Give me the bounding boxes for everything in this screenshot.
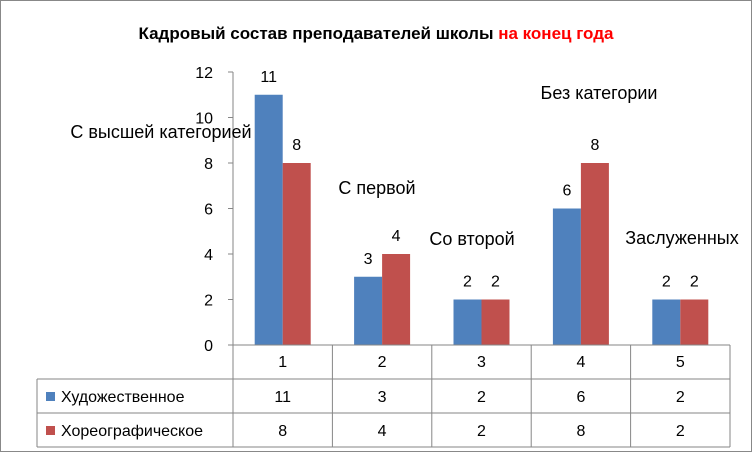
- x-tick-label: 2: [378, 354, 387, 371]
- bar-2-4: [580, 163, 609, 345]
- table-cell: 4: [378, 423, 387, 440]
- y-tick-label: 6: [204, 202, 213, 219]
- bar-2-1: [282, 163, 311, 345]
- data-label: 2: [491, 274, 500, 291]
- data-label: 2: [662, 274, 671, 291]
- bar-1-1: [254, 94, 283, 345]
- table-cell: 6: [576, 389, 585, 406]
- table-cell: 3: [378, 389, 387, 406]
- data-label: 4: [392, 228, 401, 245]
- table-cell: 8: [576, 423, 585, 440]
- table-cell: 8: [278, 423, 287, 440]
- bar-1-2: [354, 276, 383, 345]
- data-label: 3: [364, 251, 373, 268]
- y-tick-label: 8: [204, 156, 213, 173]
- x-tick-label: 5: [676, 354, 685, 371]
- annotations: С высшей категорией С первой Со второй Без …: [70, 83, 738, 249]
- data-table: 1 2 3 4 5 Художественное 11 3 2 6 2 Хореографическо…: [36, 344, 731, 448]
- annotation-label: Без категории: [541, 83, 658, 103]
- table-cell: 11: [274, 389, 291, 406]
- data-label: 2: [463, 274, 472, 291]
- annotation-label: Со второй: [429, 229, 514, 249]
- bar-1-3: [453, 299, 482, 345]
- table-cell: 2: [676, 389, 685, 406]
- y-tick-label: 0: [204, 338, 213, 355]
- y-tick-label: 10: [195, 111, 213, 128]
- legend-swatch: [46, 392, 55, 401]
- legend-label: Хореографическое: [61, 423, 203, 440]
- y-tick-label: 2: [204, 293, 213, 310]
- y-tick-label: 12: [195, 65, 213, 82]
- bar-1-4: [552, 208, 581, 345]
- legend-label: Художественное: [61, 389, 185, 406]
- data-label: 8: [590, 137, 599, 154]
- x-tick-label: 4: [576, 354, 585, 371]
- table-cell: 2: [676, 423, 685, 440]
- y-tick-label: 4: [204, 247, 213, 264]
- data-label: 8: [292, 137, 301, 154]
- data-label: 11: [260, 69, 277, 86]
- x-tick-label: 1: [278, 354, 287, 371]
- table-cell: 2: [477, 423, 486, 440]
- chart-title-part1: Кадровый состав преподавателей школы: [139, 24, 499, 43]
- bar-2-3: [481, 299, 510, 345]
- bar-1-5: [652, 299, 681, 345]
- chart-title-part2: на конец года: [498, 24, 614, 43]
- plot-area: 0 2 4 6 8 10 12 11 3 2 6 2 8 4 2 8 2: [195, 65, 709, 355]
- annotation-label: С первой: [338, 178, 415, 198]
- bar-2-5: [680, 299, 709, 345]
- legend-swatch: [46, 426, 55, 435]
- annotation-label: С высшей категорией: [70, 122, 251, 142]
- data-label: 2: [690, 274, 699, 291]
- x-tick-label: 3: [477, 354, 486, 371]
- data-label: 6: [562, 183, 571, 200]
- annotation-label: Заслуженных: [625, 228, 738, 248]
- table-cell: 2: [477, 389, 486, 406]
- bar-2-2: [382, 254, 411, 345]
- chart-title: Кадровый состав преподавателей школы на …: [139, 24, 614, 43]
